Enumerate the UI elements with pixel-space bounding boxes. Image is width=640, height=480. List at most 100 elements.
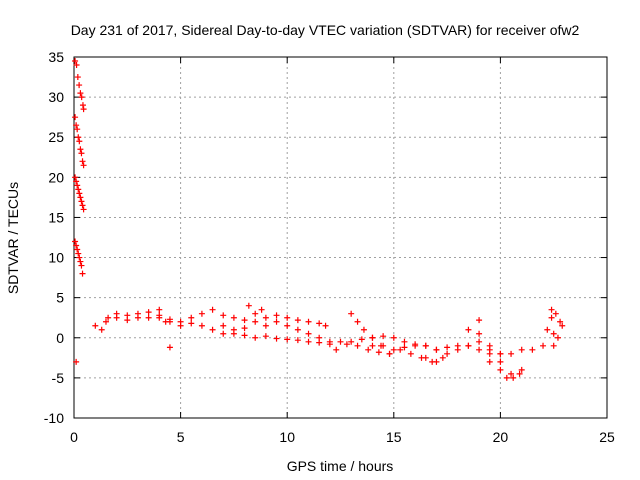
data-point: [220, 322, 227, 329]
data-point: [74, 74, 81, 81]
data-point: [76, 138, 83, 145]
data-point: [508, 350, 515, 357]
data-point: [74, 182, 81, 189]
data-point: [156, 306, 163, 313]
data-point: [294, 326, 301, 333]
data-point: [78, 262, 85, 269]
data-point: [79, 270, 86, 277]
data-point: [220, 330, 227, 337]
data-point: [73, 242, 80, 249]
data-point: [77, 194, 84, 201]
data-point: [220, 312, 227, 319]
data-point: [305, 338, 312, 345]
data-point: [284, 322, 291, 329]
data-point: [360, 326, 367, 333]
series-track-8: [337, 333, 440, 353]
data-point: [273, 318, 280, 325]
series-track-2: [102, 306, 269, 329]
data-point: [72, 238, 79, 245]
data-point: [241, 332, 248, 339]
data-point: [407, 350, 414, 357]
data-point: [510, 374, 517, 381]
series-track-12: [465, 326, 557, 357]
plot-frame: [73, 56, 608, 419]
data-point: [540, 342, 547, 349]
data-point: [262, 314, 269, 321]
data-point: [386, 350, 393, 357]
data-point: [465, 342, 472, 349]
data-point: [548, 306, 555, 313]
data-point: [397, 346, 404, 353]
data-point: [433, 346, 440, 353]
data-point: [72, 174, 79, 181]
data-point: [518, 346, 525, 353]
data-point: [73, 178, 80, 185]
data-point: [76, 254, 83, 261]
data-point: [72, 114, 79, 121]
data-point: [486, 358, 493, 365]
data-point: [322, 322, 329, 329]
data-point: [380, 342, 387, 349]
data-point: [284, 314, 291, 321]
data-point: [476, 317, 483, 324]
series-track-14: [544, 310, 566, 349]
x-tick-label-5: 25: [599, 429, 615, 445]
data-point: [305, 318, 312, 325]
data-point: [273, 335, 280, 342]
data-point: [77, 258, 84, 265]
y-tick-label-4: 10: [48, 250, 64, 266]
series-track-13: [486, 358, 525, 381]
data-point: [166, 344, 173, 351]
y-tick-label-7: 25: [48, 129, 64, 145]
data-point: [354, 318, 361, 325]
y-tick-label-9: 35: [48, 49, 64, 65]
data-point: [365, 346, 372, 353]
data-point: [294, 337, 301, 344]
data-point: [78, 198, 85, 205]
data-point: [422, 354, 429, 361]
data-point: [177, 322, 184, 329]
data-point: [516, 370, 523, 377]
data-point: [79, 158, 86, 165]
data-point: [73, 122, 80, 129]
grid: [74, 57, 607, 418]
series-outliers: [73, 306, 555, 365]
series-track-1: [92, 306, 169, 333]
data-point: [262, 322, 269, 329]
data-point: [76, 82, 83, 89]
data-point: [554, 334, 561, 341]
data-point: [518, 366, 525, 373]
data-point: [508, 370, 515, 377]
data-point: [544, 326, 551, 333]
data-point: [358, 336, 365, 343]
data-point: [497, 350, 504, 357]
data-point: [252, 318, 259, 325]
data-point: [77, 90, 84, 97]
y-tick-label-0: -10: [44, 410, 64, 426]
data-point: [77, 146, 84, 153]
data-point: [98, 326, 105, 333]
data-point: [476, 330, 483, 337]
data-point: [74, 246, 81, 253]
data-point: [252, 310, 259, 317]
x-axis-label: GPS time / hours: [287, 458, 394, 474]
data-point: [412, 342, 419, 349]
data-point: [433, 358, 440, 365]
x-tick-label-3: 15: [386, 429, 402, 445]
data-point: [188, 320, 195, 327]
chart-title: Day 231 of 2017, Sidereal Day-to-day VTE…: [71, 22, 580, 38]
data-point: [454, 346, 461, 353]
data-point: [79, 102, 86, 109]
data-point: [79, 202, 86, 209]
data-points: [72, 58, 566, 381]
y-tick-label-3: 5: [56, 290, 64, 306]
data-point: [209, 306, 216, 313]
data-point: [198, 310, 205, 317]
data-point: [497, 366, 504, 373]
x-tick-label-1: 5: [177, 429, 185, 445]
data-point: [497, 358, 504, 365]
data-point: [74, 126, 81, 133]
data-point: [145, 314, 152, 321]
data-point: [273, 312, 280, 319]
